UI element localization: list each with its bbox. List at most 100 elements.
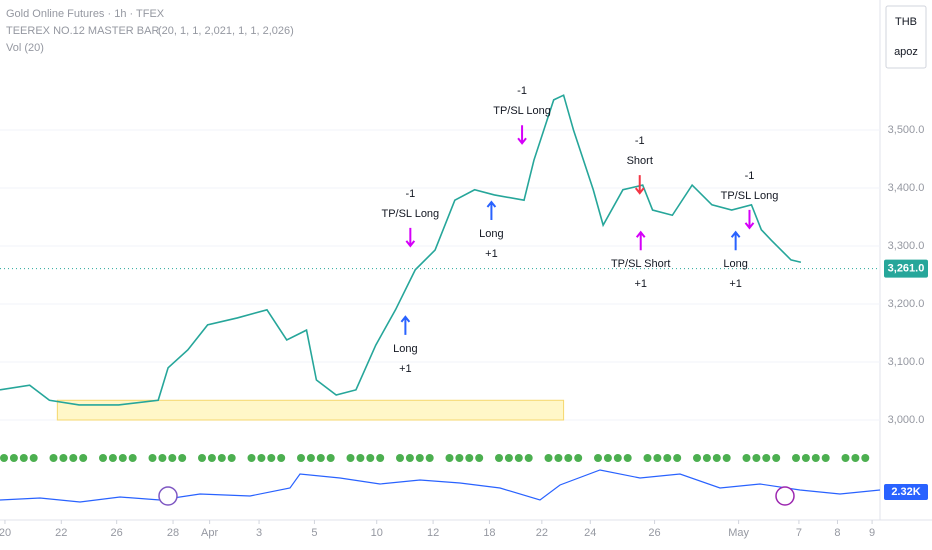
x-tick-label: May	[728, 527, 749, 539]
indicator-params: (20, 1, 1, 2,021, 1, 1, 2,026)	[158, 25, 294, 37]
y-tick-label: 3,100.0	[888, 356, 925, 368]
x-tick-label: 8	[834, 527, 840, 539]
user: apoz	[894, 46, 918, 58]
signal-dot	[465, 454, 474, 462]
signal-label: Long	[393, 343, 417, 355]
volume-value-box	[884, 484, 928, 500]
signal-dot	[603, 454, 612, 462]
signal-arrow	[517, 125, 527, 145]
signal-label: Long	[479, 228, 503, 240]
signal-dot	[811, 454, 820, 462]
y-tick-label: 3,200.0	[888, 298, 925, 310]
x-tick-label: 26	[648, 527, 660, 539]
signal-dot	[366, 454, 375, 462]
signal-dot	[554, 454, 563, 462]
signal-dot	[346, 454, 355, 462]
y-tick-label: 3,300.0	[888, 240, 925, 252]
signal-label: +1	[399, 363, 412, 375]
signal-dot	[267, 454, 276, 462]
signal-dot	[297, 454, 305, 462]
y-tick-label: 3,000.0	[888, 414, 925, 426]
x-tick-label: 26	[111, 527, 123, 539]
signal-dot	[198, 454, 206, 462]
currency-box[interactable]	[885, 5, 927, 69]
signal-dot	[108, 454, 117, 462]
x-tick-label: 5	[311, 527, 317, 539]
signal-dot	[643, 454, 652, 462]
signal-dot	[0, 454, 8, 462]
price-line	[0, 94, 802, 406]
signal-dot	[19, 454, 28, 462]
signal-dot	[217, 454, 226, 462]
signal-dot	[415, 454, 424, 462]
signal-dot	[742, 454, 751, 462]
signal-dot	[445, 454, 454, 462]
signal-dot	[702, 454, 711, 462]
signal-dot	[99, 454, 107, 462]
signal-dot	[257, 454, 266, 462]
signal-dot	[524, 454, 533, 462]
signal-dot	[514, 454, 523, 462]
signal-dot	[693, 454, 701, 462]
signal-label: TP/SL Long	[721, 190, 779, 202]
signal-dot	[158, 454, 167, 462]
x-tick-label: 10	[371, 527, 383, 539]
signal-arrow	[635, 230, 646, 251]
signal-dot	[861, 454, 870, 462]
signal-arrow	[634, 175, 645, 195]
signal-label: -1	[517, 85, 527, 97]
signal-dot	[712, 454, 721, 462]
signal-dot	[425, 454, 434, 462]
signal-dot	[475, 454, 484, 462]
signal-dot	[821, 454, 830, 462]
signal-dot	[722, 454, 731, 462]
signal-dot	[544, 454, 553, 462]
currency: THB	[895, 16, 917, 28]
signal-dot	[69, 454, 78, 462]
signal-dot	[663, 454, 672, 462]
x-tick-label: 24	[584, 527, 596, 539]
x-tick-label: 7	[796, 527, 802, 539]
chart-title: Gold Online Futures · 1h · TFEX	[6, 8, 165, 20]
last-price-box	[884, 259, 928, 278]
x-tick-label: 12	[427, 527, 439, 539]
signal-label: Long	[723, 258, 747, 270]
signal-dot	[841, 454, 850, 462]
x-tick-label: 3	[256, 527, 262, 539]
signal-arrow	[730, 230, 741, 251]
signal-dot	[326, 454, 335, 462]
signal-label: TP/SL Short	[611, 258, 671, 270]
y-tick-label: 3,400.0	[888, 182, 925, 194]
signal-dot	[752, 454, 761, 462]
signal-arrow	[400, 315, 411, 335]
signal-dot	[594, 454, 602, 462]
volume-value: 2.32K	[891, 486, 920, 498]
y-tick-label: 3,500.0	[888, 124, 925, 136]
signal-label: +1	[729, 278, 742, 290]
event-icon[interactable]	[158, 486, 178, 506]
signal-dot	[59, 454, 68, 462]
signal-dot	[79, 454, 88, 462]
signal-dot	[801, 454, 810, 462]
signal-dot	[455, 454, 464, 462]
signal-dot	[49, 454, 58, 462]
indicator-name: TEEREX NO.12 MASTER BAR	[6, 25, 159, 37]
signal-dot	[564, 454, 573, 462]
signal-dot	[247, 454, 256, 462]
signal-label: +1	[485, 248, 498, 260]
signal-dot	[495, 454, 503, 462]
signal-dot	[504, 454, 513, 462]
x-tick-label: 9	[869, 527, 875, 539]
signal-label: -1	[405, 188, 415, 200]
last-price-label: 3,261.0	[888, 263, 925, 275]
signal-dot	[227, 454, 236, 462]
event-icon[interactable]	[775, 486, 795, 506]
signal-dot	[613, 454, 622, 462]
x-tick-label: 20	[0, 527, 11, 539]
volume-ma-line	[0, 469, 881, 503]
signal-dot	[772, 454, 781, 462]
signal-dot	[396, 454, 404, 462]
signal-label: +1	[634, 278, 647, 290]
signal-dot	[356, 454, 365, 462]
